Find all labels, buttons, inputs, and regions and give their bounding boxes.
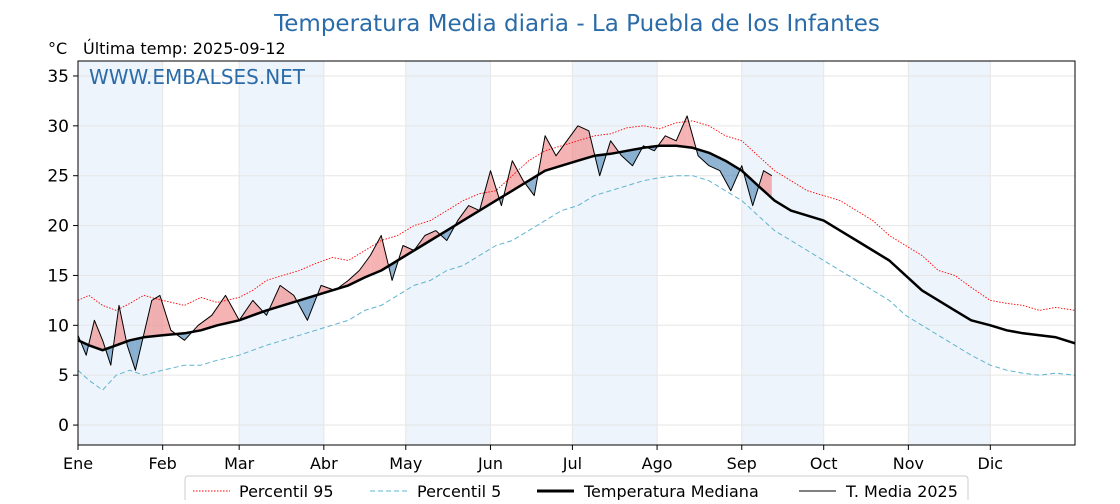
month-band-nov (908, 61, 990, 445)
anomaly-fill (665, 136, 676, 146)
x-tick-label-nov: Nov (893, 454, 924, 473)
x-tick-label-dic: Dic (978, 454, 1004, 473)
x-tick-label-oct: Oct (810, 454, 838, 473)
legend-current-label: T. Media 2025 (845, 482, 958, 500)
watermark: WWW.EMBALSES.NET (89, 65, 306, 89)
month-band-mar (239, 61, 324, 445)
x-tick-label-jul: Jul (562, 454, 582, 473)
legend-median-label: Temperatura Mediana (583, 482, 759, 500)
unit-label: °C (48, 39, 67, 58)
x-tick-label-may: May (389, 454, 422, 473)
x-tick-label-sep: Sep (727, 454, 757, 473)
last-temp-label: Última temp: 2025-09-12 (83, 39, 286, 58)
month-band-may (406, 61, 491, 445)
x-tick-label-feb: Feb (149, 454, 177, 473)
x-tick-label-ago: Ago (642, 454, 673, 473)
anomaly-fill (152, 295, 160, 336)
x-tick-label-mar: Mar (224, 454, 255, 473)
x-tick-label-jun: Jun (477, 454, 503, 473)
y-tick-label-0: 0 (58, 416, 69, 436)
legend: Percentil 95 Percentil 5 Temperatura Med… (185, 476, 968, 500)
y-tick-label-15: 15 (47, 266, 69, 286)
month-band-ene (78, 61, 163, 445)
chart-title: Temperatura Media diaria - La Puebla de … (273, 11, 880, 37)
x-tick-label-abr: Abr (310, 454, 338, 473)
x-tick-label-ene: Ene (63, 454, 93, 473)
y-tick-label-20: 20 (47, 217, 69, 237)
legend-p5-label: Percentil 5 (417, 482, 501, 500)
month-bands (78, 61, 990, 445)
anomaly-fill (370, 236, 381, 276)
y-tick-label-30: 30 (47, 117, 69, 137)
y-tick-label-25: 25 (47, 167, 69, 187)
y-tick-label-10: 10 (47, 316, 69, 336)
x-axis: Ene Feb Mar Abr May Jun Jul Ago Sep Oct Nov Dic (63, 445, 1003, 473)
legend-p95-label: Percentil 95 (239, 482, 334, 500)
month-band-jul (572, 61, 657, 445)
y-tick-label-5: 5 (58, 366, 69, 386)
y-tick-label-35: 35 (47, 67, 69, 87)
anomaly-fill (212, 295, 226, 327)
y-axis: 0 5 10 15 20 25 30 35 (47, 67, 78, 436)
anomaly-fill (578, 126, 589, 161)
month-band-sep (742, 61, 824, 445)
